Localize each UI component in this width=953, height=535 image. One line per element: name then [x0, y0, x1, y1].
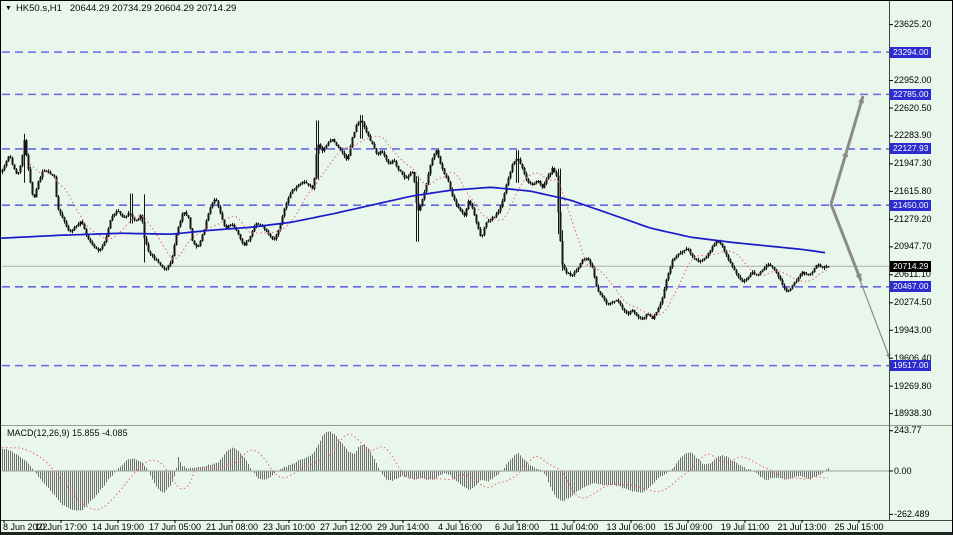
price-level-badge: 23294.00 [890, 46, 932, 58]
axes-frame [1, 1, 952, 523]
ma-slow-blue-line [1, 186, 826, 254]
time-axis-label: 13 Jul 06:00 [606, 522, 656, 532]
time-axis-label: 27 Jun 12:00 [319, 522, 373, 532]
time-axis-label: 21 Jul 13:00 [777, 522, 827, 532]
time-axis-label: 6 Jul 18:00 [494, 522, 540, 532]
macd-indicator-label: MACD(12,26,9) 15.855 -4.085 [7, 428, 128, 438]
price-axis-label: 20274.50 [894, 297, 932, 308]
price-axis-label: 21947.30 [894, 158, 932, 169]
price-level-badge: 19517.00 [890, 360, 932, 372]
time-axis-label: 4 Jul 16:00 [437, 522, 483, 532]
price-axis-label: 21279.20 [894, 213, 932, 224]
price-axis-label: 23625.20 [894, 19, 932, 30]
time-axis-label: 11 Jul 04:00 [549, 522, 599, 532]
price-axis-label: 22283.90 [894, 130, 932, 141]
price-axis-label: 22620.50 [894, 102, 932, 113]
ma-fast-red-line [29, 135, 829, 316]
macd-histogram [2, 431, 889, 511]
price-axis-label: 18938.30 [894, 408, 932, 419]
collapse-triangle-icon[interactable]: ▼ [5, 5, 12, 12]
time-axis-label: 19 Jul 11:00 [720, 522, 770, 532]
ohlc-values-label: 20644.29 20734.29 20604.29 20714.29 [69, 3, 237, 14]
time-axis-label: 25 Jul 15:00 [834, 522, 884, 532]
macd-axis-label: -262.489 [894, 508, 930, 519]
time-axis-label: 21 Jun 08:00 [205, 522, 259, 532]
price-axis-label: 19943.00 [894, 324, 932, 335]
price-axis-label: 19606.40 [894, 352, 932, 363]
price-axis-label: 21615.80 [894, 185, 932, 196]
price-level-badge: 20467.00 [890, 281, 932, 293]
chart-header: ▼ HK50.s,H1 20644.29 20734.29 20604.29 207… [5, 3, 236, 14]
time-axis-label: 15 Jul 09:00 [663, 522, 713, 532]
price-axis-label: 20947.70 [894, 241, 932, 252]
time-axis-label: 14 Jun 19:00 [91, 522, 145, 532]
candlestick-series [1, 115, 830, 321]
price-level-lines [2, 51, 889, 367]
time-axis-label: 8 Jun 2022 [3, 522, 48, 532]
price-axis-label: 22952.00 [894, 75, 932, 85]
price-level-badge: 21450.00 [890, 199, 932, 211]
time-axis-label: 29 Jun 14:00 [376, 522, 430, 532]
macd-axis-label: 243.77 [894, 425, 922, 436]
price-level-badge: 22785.00 [890, 88, 932, 100]
price-axis-label: 20611.10 [894, 269, 931, 280]
current-price-badge: 20714.29 [890, 260, 932, 272]
macd-axis-label: 0.00 [894, 465, 912, 476]
price-axis-label: 19269.80 [894, 380, 932, 391]
time-axis-label: 23 Jun 10:00 [262, 522, 316, 532]
trend-arrows [829, 95, 891, 360]
time-axis-label: 17 Jun 05:00 [148, 522, 202, 532]
time-axis-label: 10 Jun 17:00 [34, 522, 88, 532]
symbol-timeframe-label: HK50.s,H1 [15, 3, 62, 14]
price-level-badge: 22127.93 [890, 143, 932, 155]
